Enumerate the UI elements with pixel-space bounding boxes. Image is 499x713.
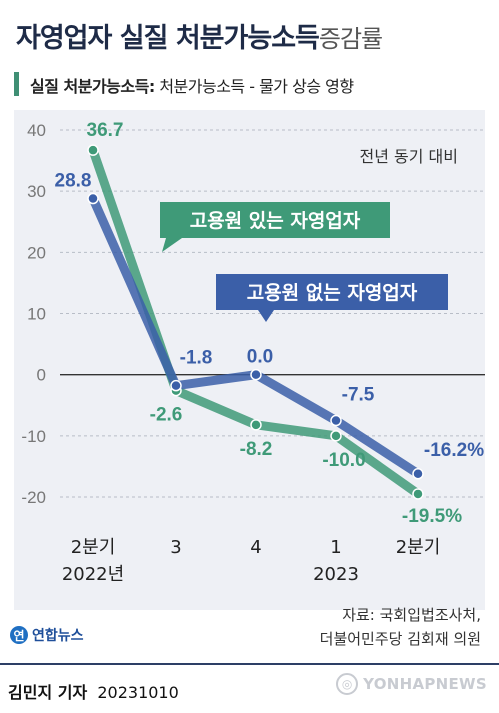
data-point — [87, 144, 99, 156]
footer-divider — [0, 663, 499, 665]
subtitle-marker — [14, 72, 19, 96]
legend-callout-blue — [216, 274, 448, 322]
y-tick-label: -10 — [21, 427, 46, 446]
source-note: 자료: 국회입법조사처, 더불어민주당 김회재 의원 — [320, 603, 481, 651]
y-tick-label: 10 — [27, 305, 46, 324]
source-line-2: 더불어민주당 김회재 의원 — [319, 630, 481, 648]
subtitle-rest: 처분가능소득 - 물가 상승 영향 — [154, 77, 354, 96]
y-tick-label: 30 — [27, 182, 46, 201]
logo-text: 연합뉴스 — [32, 628, 84, 644]
yonhap-logo-icon: 연 — [10, 626, 28, 644]
data-label: -8.2 — [240, 439, 273, 460]
data-label: 36.7 — [87, 120, 124, 141]
data-point — [330, 430, 342, 442]
data-point — [170, 379, 182, 392]
data-point — [412, 468, 424, 480]
data-label: 28.8 — [55, 171, 92, 192]
data-label: -2.6 — [150, 405, 183, 426]
byline-author: 김민지 기자 — [8, 683, 88, 702]
yonhap-logo: 연 연합뉴스 — [10, 625, 84, 645]
data-label: 0.0 — [247, 347, 273, 368]
data-point — [330, 414, 342, 427]
y-tick-label: 40 — [27, 121, 46, 140]
legend-callout-green — [160, 202, 390, 252]
data-label: -19.5% — [402, 506, 462, 527]
y-tick-label: -20 — [21, 488, 46, 507]
data-label: -1.8 — [180, 348, 213, 369]
x-tick-label: 2분기 — [71, 537, 116, 558]
chart-subtitle: 실질 처분가능소득: 처분가능소득 - 물가 상승 영향 — [30, 73, 354, 97]
data-point — [250, 419, 262, 431]
byline: 김민지 기자 20231010 — [8, 679, 179, 703]
x-tick-label: 2022년 — [62, 564, 124, 585]
data-point — [250, 368, 262, 381]
x-tick-label: 4 — [250, 537, 261, 558]
byline-date: 20231010 — [97, 683, 179, 702]
watermark: ◎ YONHAPNEWS — [336, 673, 487, 695]
data-point — [412, 488, 424, 500]
x-tick-label: 1 — [330, 537, 341, 558]
watermark-text: YONHAPNEWS — [363, 675, 487, 693]
data-label: -7.5 — [342, 385, 375, 406]
chart-note: 전년 동기 대비 — [360, 147, 459, 166]
title-main: 자영업자 실질 처분가능소득 — [16, 23, 320, 54]
x-tick-label: 3 — [170, 537, 181, 558]
data-label: -16.2% — [424, 440, 484, 461]
legend-label: 고용원 없는 자영업자 — [247, 282, 418, 304]
x-tick-label: 2023 — [313, 564, 359, 585]
x-tick-label: 2분기 — [396, 537, 441, 558]
chart-title: 자영업자 실질 처분가능소득증감률 — [16, 16, 383, 55]
yonhap-watermark-icon: ◎ — [336, 673, 359, 695]
y-tick-label: 20 — [27, 243, 46, 262]
y-tick-label: 0 — [37, 366, 46, 385]
title-suffix: 증감률 — [318, 25, 383, 53]
subtitle-bold: 실질 처분가능소득: — [30, 77, 155, 96]
series-line — [88, 194, 423, 479]
data-label: -10.0 — [322, 450, 365, 471]
legend-label: 고용원 있는 자영업자 — [190, 210, 361, 232]
data-point — [87, 192, 99, 205]
source-line-1: 자료: 국회입법조사처, — [342, 606, 481, 624]
